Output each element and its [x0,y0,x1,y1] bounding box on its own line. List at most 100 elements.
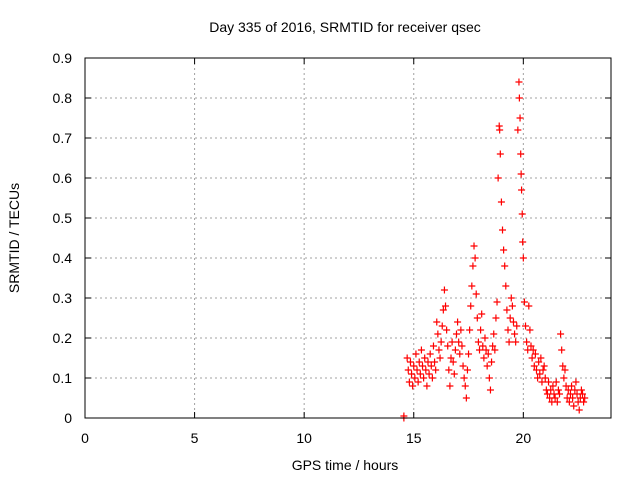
data-point [507,294,515,302]
data-point [409,382,417,390]
data-point [518,186,526,194]
data-point [446,382,454,390]
data-point [515,94,523,102]
data-point [476,346,483,354]
data-point [427,362,435,370]
data-point [513,322,521,330]
data-point [557,330,565,338]
data-point [437,338,445,346]
data-point [529,346,537,354]
data-point [462,394,470,402]
data-point [572,378,580,386]
data-point [478,310,486,318]
data-point [540,362,548,370]
data-point [431,358,439,366]
y-tick-label: 0 [64,410,72,426]
data-point [526,326,534,334]
data-point [468,282,476,290]
data-point [450,370,458,378]
data-point [417,346,425,354]
data-point [461,382,469,390]
data-point [421,354,429,362]
data-point [504,326,512,334]
data-point [518,210,526,218]
data-point [454,318,462,326]
data-point [423,382,431,390]
data-point [528,354,536,362]
data-point [451,346,459,354]
data-point [517,170,525,178]
data-point [403,354,411,362]
data-point [547,386,555,394]
data-point [433,318,441,326]
data-point [466,326,474,334]
data-point [502,282,510,290]
data-point [534,374,542,382]
x-tick-label: 5 [191,430,199,446]
data-point [581,394,589,402]
data-point [539,366,547,374]
data-point [410,362,418,370]
data-point [580,398,588,406]
data-point [497,198,505,206]
data-point [519,254,527,262]
data-point [490,330,498,338]
data-point [575,406,583,414]
data-point [489,342,497,350]
data-point [536,370,544,378]
x-tick-label: 10 [296,430,312,446]
y-tick-label: 0.7 [53,130,73,146]
data-point [424,358,432,366]
data-point [515,78,523,86]
data-point [480,354,488,362]
data-point [558,346,566,354]
data-point [552,378,560,386]
data-point [564,386,572,394]
x-axis-label: GPS time / hours [292,457,399,473]
data-point [443,326,451,334]
data-point [444,342,452,350]
data-point [472,290,480,298]
data-point [477,326,485,334]
data-point [553,398,561,406]
data-point [406,358,414,366]
data-point [413,366,421,374]
data-point [416,370,424,378]
data-point [551,394,559,402]
y-tick-label: 0.5 [53,210,73,226]
data-point [496,150,504,158]
data-point [501,262,509,270]
data-point [541,374,549,382]
data-point [445,366,453,374]
data-point [447,354,455,362]
data-point [570,402,578,410]
data-point [549,382,557,390]
data-point [481,334,489,342]
data-point [448,338,456,346]
data-point [425,370,433,378]
data-point [509,318,517,326]
data-points [400,78,589,422]
data-point [530,362,538,370]
data-point [514,126,522,134]
y-tick-label: 0.8 [53,90,73,106]
chart-title: Day 335 of 2016, SRMTID for receiver qse… [209,19,481,35]
data-point [577,386,585,394]
y-tick-label: 0.6 [53,170,73,186]
data-point [545,378,553,386]
data-point [565,398,573,406]
data-point [440,286,448,294]
data-point [512,338,520,346]
data-point [435,346,443,354]
data-point [517,150,525,158]
data-point [492,314,500,322]
data-point [554,386,562,394]
data-point [482,346,490,354]
data-point [484,350,492,358]
data-point [505,338,513,346]
data-point [415,358,423,366]
x-tick-label: 20 [516,430,532,446]
data-point [519,238,527,246]
